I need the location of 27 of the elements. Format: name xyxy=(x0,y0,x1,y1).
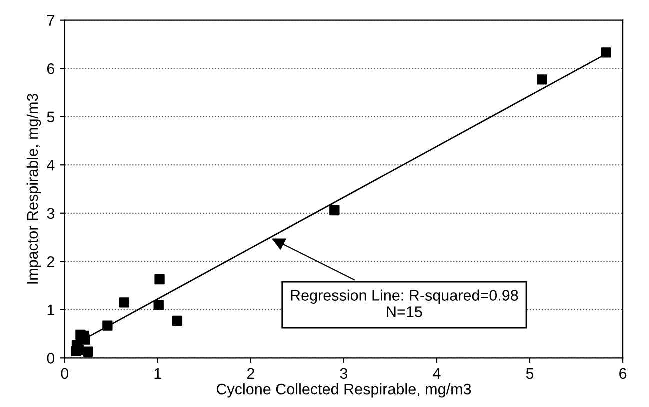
x-tick-label: 2 xyxy=(247,368,254,379)
y-tick-label: 6 xyxy=(47,63,55,74)
point xyxy=(154,274,165,285)
point xyxy=(154,300,164,310)
point xyxy=(119,298,130,308)
point xyxy=(172,316,183,326)
x-tick-label: 3 xyxy=(340,368,348,380)
y-tick-label: 7 xyxy=(47,15,54,26)
point xyxy=(102,320,113,331)
y-tick-label: 0 xyxy=(47,353,55,364)
point xyxy=(601,48,612,58)
x-axis-title: Cyclone Collected Respirable, mg/m3 xyxy=(216,384,472,398)
x-tick-label: 4 xyxy=(433,368,441,379)
annotation: Regression Line: R-squared=0.98 N=15 xyxy=(291,290,518,318)
point xyxy=(330,205,340,216)
y-tick-label: 5 xyxy=(47,112,55,123)
x-tick-label: 6 xyxy=(620,368,627,380)
x-tick-label: 0 xyxy=(61,368,69,380)
point xyxy=(537,74,548,85)
point xyxy=(83,346,94,357)
y-tick-label: 3 xyxy=(47,208,55,220)
y-tick-label: 4 xyxy=(47,160,55,171)
x-tick-label: 1 xyxy=(154,368,162,379)
y-tick-label: 2 xyxy=(47,256,54,268)
x-tick-label: 5 xyxy=(526,368,534,380)
y-axis-title: Impactor Respirable, mg/m3 xyxy=(26,94,42,284)
y-tick-label: 1 xyxy=(48,304,54,316)
